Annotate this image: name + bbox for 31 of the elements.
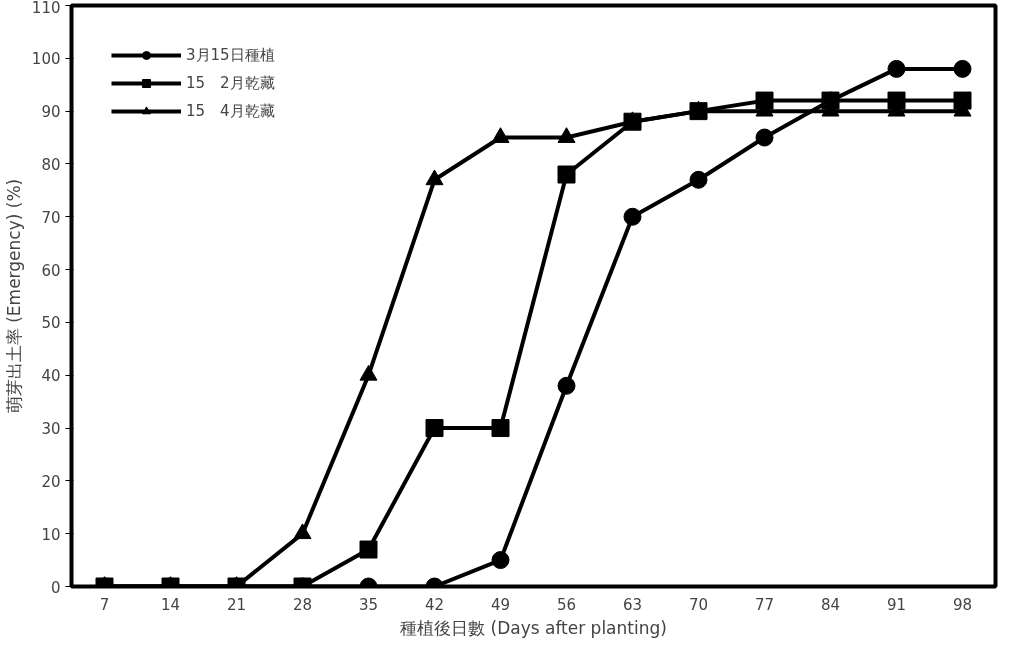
x-tick-label: 28: [292, 595, 313, 614]
y-tick-label: 30: [41, 420, 61, 439]
legend-label: 3月15日種植: [186, 45, 275, 65]
y-tick-label: 10: [41, 525, 61, 544]
x-tick-label: 14: [160, 595, 181, 614]
x-tick-label: 84: [820, 595, 841, 614]
y-tick-label: 60: [41, 261, 61, 280]
y-tick-label: 90: [41, 103, 61, 122]
y-tick-label: 80: [41, 155, 61, 174]
y-axis-title: 萌芽出土率 (Emergency) (%): [3, 178, 24, 414]
y-tick-label: 110: [31, 0, 61, 17]
y-tick-label: 50: [41, 314, 61, 333]
x-tick-label: 98: [952, 595, 973, 614]
y-tick-label: 100: [31, 50, 61, 69]
y-tick-label: 0: [50, 578, 61, 597]
legend-label: 15 2月乾藏: [186, 73, 275, 93]
x-tick-label: 56: [556, 595, 577, 614]
x-tick-label: 21: [226, 595, 247, 614]
legend-label: 15 4月乾藏: [186, 101, 275, 121]
x-tick-label: 7: [99, 595, 110, 614]
x-tick-label: 70: [688, 595, 709, 614]
y-tick-label: 20: [41, 472, 61, 491]
x-tick-label: 77: [754, 595, 775, 614]
y-tick-label: 40: [41, 367, 61, 386]
x-tick-label: 63: [622, 595, 643, 614]
x-tick-label: 35: [358, 595, 379, 614]
x-tick-label: 91: [886, 595, 907, 614]
x-tick-label: 49: [490, 595, 511, 614]
x-tick-label: 42: [424, 595, 445, 614]
x-axis-title: 種植後日數 (Days after planting): [400, 617, 667, 638]
y-tick-label: 70: [41, 208, 61, 227]
